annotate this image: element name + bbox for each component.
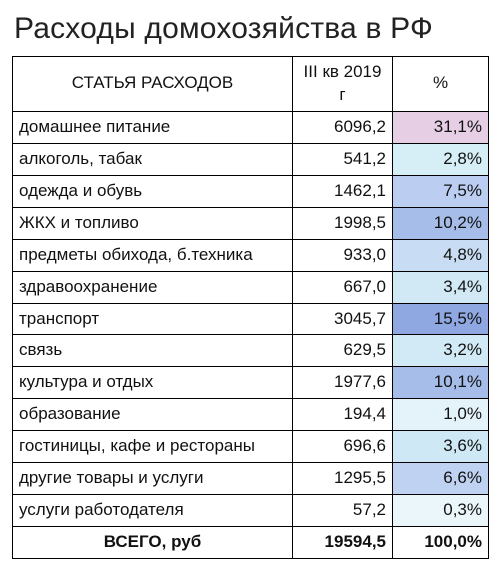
cell-value: 696,6 <box>293 431 393 463</box>
cell-category: гостиницы, кафе и рестораны <box>13 431 293 463</box>
cell-percent: 3,2% <box>393 335 489 367</box>
cell-value: 667,0 <box>293 271 393 303</box>
cell-category: образование <box>13 399 293 431</box>
cell-value: 194,4 <box>293 399 393 431</box>
cell-percent: 1,0% <box>393 399 489 431</box>
cell-percent: 0,3% <box>393 495 489 527</box>
cell-value: 1462,1 <box>293 175 393 207</box>
table-row: домашнее питание6096,231,1% <box>13 111 489 143</box>
cell-value: 57,2 <box>293 495 393 527</box>
cell-percent: 6,6% <box>393 463 489 495</box>
cell-value: 6096,2 <box>293 111 393 143</box>
cell-category: культура и отдых <box>13 367 293 399</box>
cell-percent: 31,1% <box>393 111 489 143</box>
cell-value: 933,0 <box>293 239 393 271</box>
col-header-percent: % <box>393 57 489 112</box>
cell-percent: 10,2% <box>393 207 489 239</box>
table-row: культура и отдых1977,610,1% <box>13 367 489 399</box>
cell-value: 629,5 <box>293 335 393 367</box>
table-row: связь629,53,2% <box>13 335 489 367</box>
table-row: предметы обихода, б.техника933,04,8% <box>13 239 489 271</box>
cell-category: ЖКХ и топливо <box>13 207 293 239</box>
table-row: здравоохранение667,03,4% <box>13 271 489 303</box>
cell-percent: 2,8% <box>393 143 489 175</box>
cell-percent: 3,6% <box>393 431 489 463</box>
table-row: алкоголь, табак541,22,8% <box>13 143 489 175</box>
cell-value: 1977,6 <box>293 367 393 399</box>
cell-value: 3045,7 <box>293 303 393 335</box>
cell-total-value: 19594,5 <box>293 527 393 559</box>
table-row: транспорт3045,715,5% <box>13 303 489 335</box>
table-row: ЖКХ и топливо1998,510,2% <box>13 207 489 239</box>
cell-percent: 4,8% <box>393 239 489 271</box>
table-row: услуги работодателя57,20,3% <box>13 495 489 527</box>
cell-category: алкоголь, табак <box>13 143 293 175</box>
col-header-category: СТАТЬЯ РАСХОДОВ <box>13 57 293 112</box>
cell-category: домашнее питание <box>13 111 293 143</box>
cell-category: связь <box>13 335 293 367</box>
table-row: образование194,41,0% <box>13 399 489 431</box>
expenses-table: СТАТЬЯ РАСХОДОВ III кв 2019 г % домашнее… <box>12 56 489 559</box>
cell-category: другие товары и услуги <box>13 463 293 495</box>
cell-percent: 3,4% <box>393 271 489 303</box>
table-row: гостиницы, кафе и рестораны696,63,6% <box>13 431 489 463</box>
cell-total-label: ВСЕГО, руб <box>13 527 293 559</box>
cell-category: здравоохранение <box>13 271 293 303</box>
cell-category: одежда и обувь <box>13 175 293 207</box>
cell-value: 1295,5 <box>293 463 393 495</box>
cell-total-percent: 100,0% <box>393 527 489 559</box>
cell-percent: 15,5% <box>393 303 489 335</box>
table-row: другие товары и услуги1295,56,6% <box>13 463 489 495</box>
cell-percent: 7,5% <box>393 175 489 207</box>
cell-percent: 10,1% <box>393 367 489 399</box>
col-header-value: III кв 2019 г <box>293 57 393 112</box>
cell-category: транспорт <box>13 303 293 335</box>
page-title: Расходы домохозяйства в РФ <box>14 12 488 46</box>
cell-value: 1998,5 <box>293 207 393 239</box>
cell-category: услуги работодателя <box>13 495 293 527</box>
cell-category: предметы обихода, б.техника <box>13 239 293 271</box>
table-row: одежда и обувь1462,17,5% <box>13 175 489 207</box>
table-row-total: ВСЕГО, руб19594,5100,0% <box>13 527 489 559</box>
cell-value: 541,2 <box>293 143 393 175</box>
